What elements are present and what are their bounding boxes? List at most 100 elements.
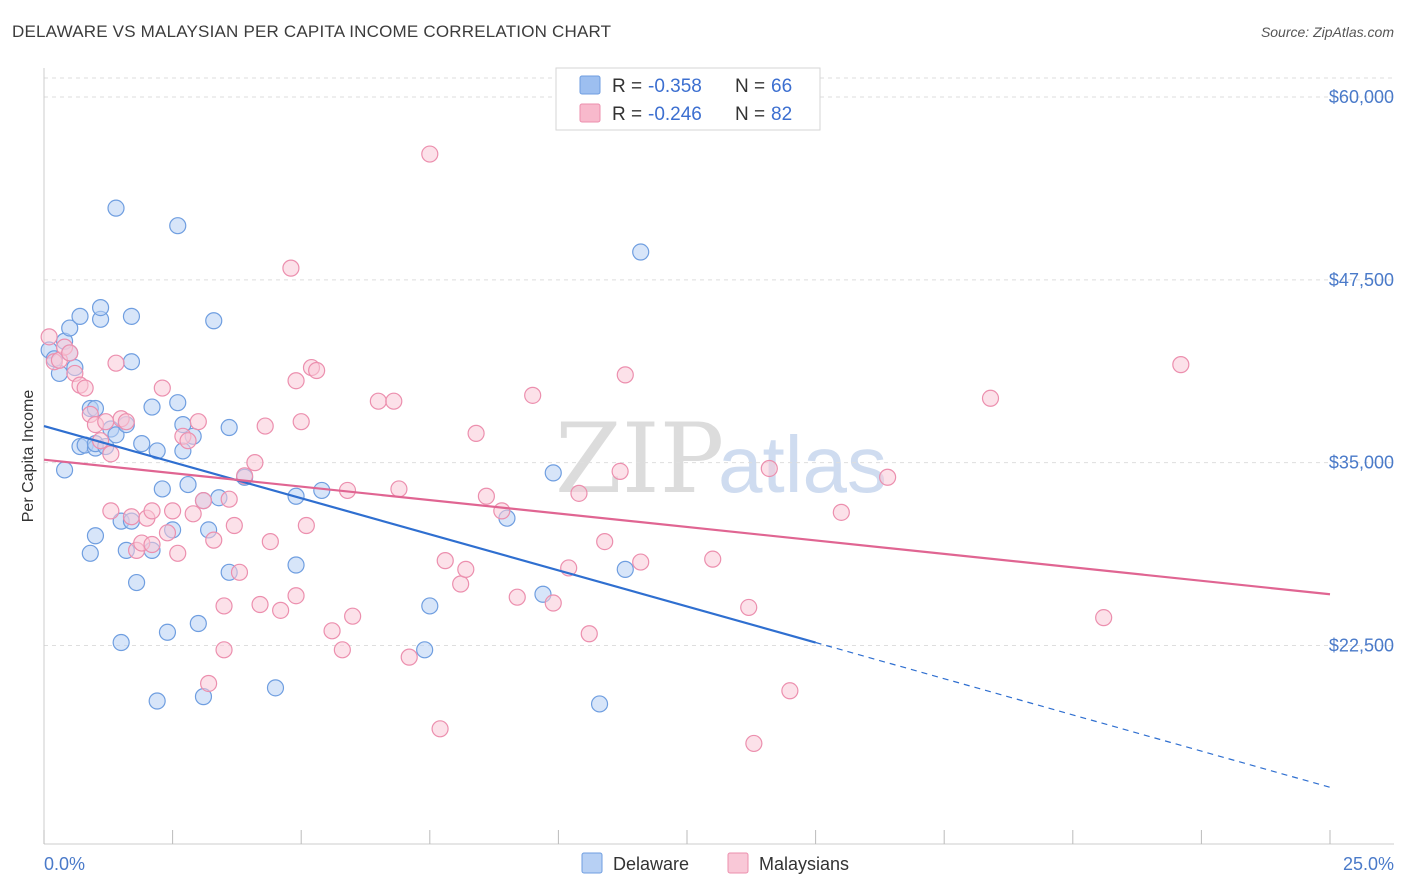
point-malaysians-61 bbox=[431, 720, 449, 738]
bottom-legend-swatch-malaysians bbox=[727, 852, 749, 874]
point-malaysians-85 bbox=[981, 389, 1000, 407]
point-delaware-34 bbox=[153, 480, 171, 498]
point-delaware-56 bbox=[416, 641, 434, 659]
legend-n-label-malaysians: N = bbox=[735, 104, 765, 125]
point-malaysians-51 bbox=[308, 361, 326, 380]
point-delaware-9 bbox=[71, 307, 89, 325]
point-delaware-60 bbox=[544, 464, 562, 482]
y-axis-tick-labels: $22,500 $35,000 $47,500 $60,000 bbox=[1329, 87, 1394, 655]
point-malaysians-32 bbox=[200, 674, 218, 693]
y-tick-label-47500: $47,500 bbox=[1329, 270, 1394, 290]
point-malaysians-21 bbox=[143, 535, 161, 554]
y-tick-label-35000: $35,000 bbox=[1329, 453, 1394, 473]
legend-n-value-delaware: 66 bbox=[771, 76, 792, 97]
point-malaysians-70 bbox=[544, 594, 562, 612]
point-malaysians-42 bbox=[256, 417, 274, 435]
point-malaysians-84 bbox=[879, 468, 897, 486]
point-delaware-38 bbox=[169, 217, 187, 235]
trend-line-malaysians bbox=[43, 458, 1331, 596]
point-malaysians-81 bbox=[760, 459, 778, 478]
point-malaysians-16 bbox=[117, 413, 135, 431]
point-delaware-64 bbox=[107, 199, 125, 217]
point-malaysians-11 bbox=[97, 413, 115, 431]
point-malaysians-60 bbox=[421, 145, 439, 163]
correlation-legend: R = -0.358 N = 66 R = -0.246 N = 82 bbox=[555, 67, 821, 131]
point-malaysians-53 bbox=[333, 641, 351, 659]
point-malaysians-28 bbox=[179, 432, 197, 450]
legend-r-label-delaware: R = bbox=[612, 76, 642, 97]
point-malaysians-64 bbox=[457, 560, 475, 578]
point-malaysians-26 bbox=[169, 544, 187, 562]
point-malaysians-0 bbox=[40, 328, 58, 346]
point-malaysians-43 bbox=[261, 532, 279, 551]
point-malaysians-7 bbox=[76, 379, 94, 397]
point-malaysians-62 bbox=[436, 552, 454, 570]
point-malaysians-78 bbox=[704, 550, 722, 568]
legend-swatch-malaysians bbox=[579, 103, 601, 123]
x-tick-label-max: 25.0% bbox=[1343, 854, 1394, 874]
point-delaware-43 bbox=[189, 614, 207, 633]
data-points bbox=[40, 145, 1190, 753]
point-malaysians-77 bbox=[632, 553, 650, 571]
y-axis-title: Per Capita Income bbox=[20, 390, 37, 523]
point-malaysians-17 bbox=[122, 508, 141, 526]
point-malaysians-58 bbox=[390, 480, 408, 498]
point-malaysians-45 bbox=[282, 259, 300, 277]
point-malaysians-52 bbox=[323, 622, 341, 640]
point-malaysians-66 bbox=[477, 487, 495, 505]
point-malaysians-34 bbox=[215, 597, 233, 615]
point-malaysians-24 bbox=[158, 524, 177, 542]
axes bbox=[43, 68, 1394, 845]
bottom-legend-label-malaysians: Malaysians bbox=[759, 854, 849, 874]
x-axis-ticks bbox=[43, 830, 1331, 844]
chart-title: DELAWARE VS MALAYSIAN PER CAPITA INCOME … bbox=[12, 22, 612, 41]
point-malaysians-4 bbox=[61, 344, 79, 362]
point-delaware-57 bbox=[421, 597, 439, 615]
legend-r-value-malaysians: -0.246 bbox=[648, 104, 702, 125]
point-malaysians-76 bbox=[616, 366, 634, 384]
point-malaysians-63 bbox=[452, 575, 470, 593]
point-malaysians-65 bbox=[467, 424, 485, 442]
point-malaysians-73 bbox=[580, 625, 598, 643]
bottom-legend-swatch-delaware bbox=[581, 852, 603, 874]
point-delaware-63 bbox=[632, 243, 650, 261]
point-malaysians-86 bbox=[1095, 609, 1113, 627]
trend-lines bbox=[43, 425, 1331, 788]
legend-n-label-delaware: N = bbox=[735, 76, 765, 97]
point-malaysians-74 bbox=[596, 532, 614, 551]
point-malaysians-12 bbox=[102, 502, 120, 520]
point-delaware-18 bbox=[91, 299, 110, 317]
point-delaware-47 bbox=[205, 312, 223, 330]
point-malaysians-38 bbox=[230, 563, 249, 581]
point-malaysians-41 bbox=[251, 595, 269, 614]
point-delaware-52 bbox=[266, 679, 285, 697]
point-delaware-17 bbox=[81, 544, 99, 562]
legend-r-label-malaysians: R = bbox=[612, 104, 642, 125]
legend-n-value-malaysians: 82 bbox=[771, 104, 792, 125]
point-delaware-41 bbox=[179, 475, 197, 494]
point-delaware-5 bbox=[61, 319, 79, 337]
point-delaware-26 bbox=[122, 307, 141, 325]
legend-swatch-delaware bbox=[579, 75, 601, 95]
point-malaysians-72 bbox=[570, 484, 588, 502]
point-delaware-16 bbox=[86, 527, 105, 545]
point-malaysians-67 bbox=[493, 502, 511, 520]
point-delaware-27 bbox=[122, 353, 141, 371]
point-malaysians-56 bbox=[369, 392, 387, 410]
source-credit: Source: ZipAtlas.com bbox=[1260, 24, 1394, 40]
point-malaysians-25 bbox=[164, 502, 182, 520]
point-malaysians-36 bbox=[220, 490, 238, 508]
point-malaysians-33 bbox=[205, 531, 223, 549]
point-malaysians-47 bbox=[287, 372, 305, 390]
trend-line-delaware bbox=[43, 425, 816, 644]
x-tick-label-min: 0.0% bbox=[44, 854, 85, 874]
point-delaware-54 bbox=[287, 556, 305, 574]
point-malaysians-57 bbox=[385, 392, 403, 410]
point-malaysians-69 bbox=[524, 386, 542, 404]
point-malaysians-80 bbox=[745, 734, 763, 753]
point-delaware-32 bbox=[148, 692, 166, 710]
point-delaware-4 bbox=[55, 461, 74, 479]
point-malaysians-49 bbox=[297, 516, 315, 535]
point-malaysians-82 bbox=[781, 682, 799, 700]
